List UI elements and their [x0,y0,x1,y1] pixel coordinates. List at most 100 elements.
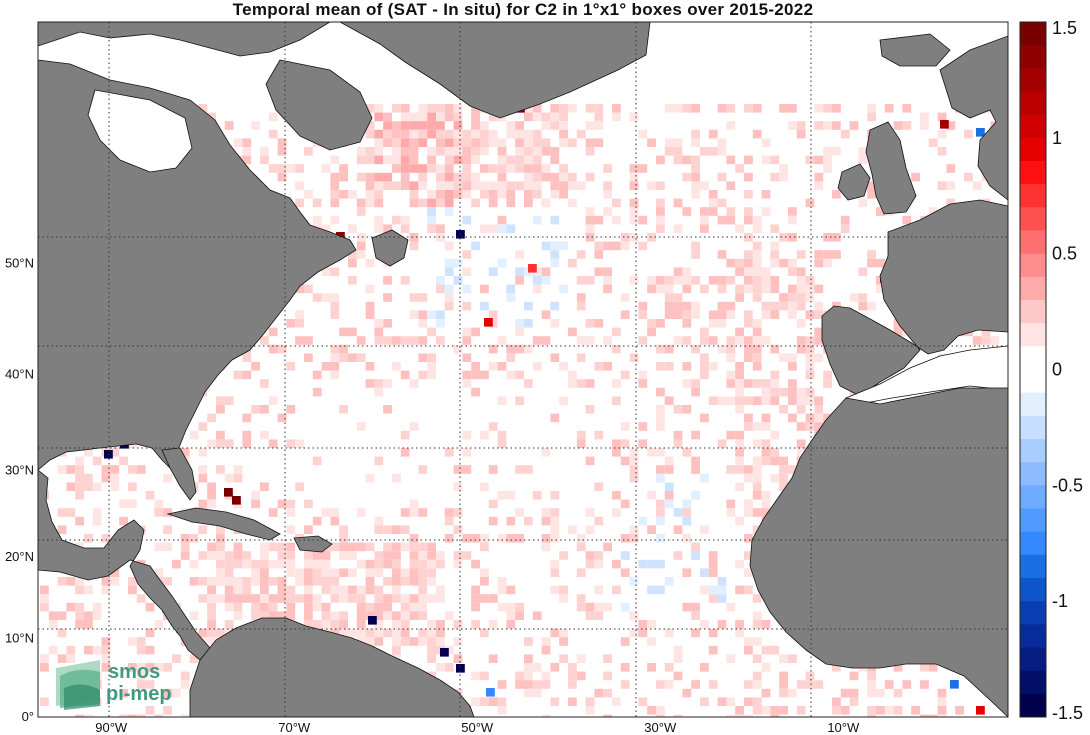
anomaly-cell [480,482,489,491]
anomaly-cell [48,611,58,620]
anomaly-cell [383,224,392,233]
anomaly-cell [383,121,392,130]
anomaly-cell [268,344,278,354]
anomaly-cell [752,284,762,294]
anomaly-cell [708,147,718,156]
anomaly-cell [216,525,225,534]
anomaly-cell [312,198,322,208]
anomaly-cell [541,671,551,681]
anomaly-cell [339,620,348,629]
anomaly-cell [541,508,551,517]
anomaly-cell [242,370,252,380]
anomaly-cell [726,310,736,319]
anomaly-cell [374,525,384,534]
anomaly-cell [550,353,560,362]
colorbar-swatch [1020,531,1046,556]
anomaly-cell [524,172,533,182]
anomaly-cell [744,258,753,268]
anomaly-cell [647,491,656,500]
anomaly-cell [339,327,348,337]
anomaly-cell [576,542,586,552]
anomaly-cell [612,344,621,354]
anomaly-cell [559,551,568,560]
anomaly-cell [541,267,551,276]
anomaly-cell [436,121,445,130]
anomaly-cell [761,499,771,509]
anomaly-cell [814,327,824,337]
anomaly-cell [506,129,516,139]
anomaly-cell [585,559,595,569]
anomaly-cell [295,319,304,328]
anomaly-cell [145,645,155,655]
anomaly-cell [436,190,445,199]
anomaly-cell [383,577,392,586]
anomaly-cell [735,379,744,388]
anomaly-cell [568,258,577,268]
anomaly-cell [761,336,771,345]
anomaly-cell [691,465,700,474]
anomaly-cell [752,379,762,388]
anomaly-cell [524,671,533,681]
colorbar-swatch [1020,68,1046,92]
anomaly-cell [392,585,401,595]
anomaly-cell [726,344,736,354]
anomaly-cell [770,379,780,388]
anomaly-cell [770,344,780,354]
anomaly-cell [471,559,480,569]
anomaly-cell [832,663,841,672]
anomaly-cell [752,224,762,233]
anomaly-cell [735,706,744,715]
anomaly-cell [629,448,639,457]
anomaly-cell [682,172,692,182]
anomaly-cell [594,138,604,147]
anomaly-cell [348,628,357,638]
anomaly-cell [189,559,199,569]
anomaly-cell [392,336,401,345]
anomaly-cell [374,568,384,577]
great-britain-land [865,121,917,215]
anomaly-cell [304,525,313,534]
anomaly-cell [356,628,366,638]
anomaly-cell [788,121,797,130]
anomaly-cell [233,585,243,595]
anomaly-cell [700,362,709,371]
anomaly-cell [418,542,428,552]
anomaly-cell [163,473,172,483]
anomaly-cell [339,190,348,199]
anomaly-cell [541,172,551,182]
anomaly-cell [761,688,771,698]
anomaly-cell [260,594,269,603]
anomaly-cell [136,465,146,474]
anomaly-cell [400,276,410,285]
anomaly-cell [216,568,225,577]
anomaly-cell [409,602,419,612]
anomaly-cell [761,508,771,517]
anomaly-cell [902,215,912,225]
anomaly-cell [682,319,692,328]
arctic-island-land [38,22,331,57]
anomaly-cell [524,688,533,698]
anomaly-cell [84,611,93,620]
anomaly-cell [532,181,542,190]
anomaly-cell [735,267,744,276]
anomaly-cell [330,611,340,620]
anomaly-cell [497,172,507,182]
anomaly-cell [717,147,727,156]
anomaly-cell [330,293,340,302]
anomaly-cell [647,319,656,328]
anomaly-cell [682,379,692,388]
anomaly-cell [832,233,841,242]
anomaly-cell [814,680,824,689]
anomaly-cell [374,215,384,225]
anomaly-cell [488,654,498,663]
anomaly-cell [770,284,780,294]
anomaly-cell [348,327,357,337]
anomaly-cell [594,611,604,620]
anomaly-cell [664,284,674,294]
anomaly-cell [620,370,630,380]
anomaly-cell [286,559,296,569]
anomaly-cell [867,706,876,715]
anomaly-cell [744,499,753,509]
anomaly-cell [770,448,780,457]
anomaly-cell [66,508,76,517]
